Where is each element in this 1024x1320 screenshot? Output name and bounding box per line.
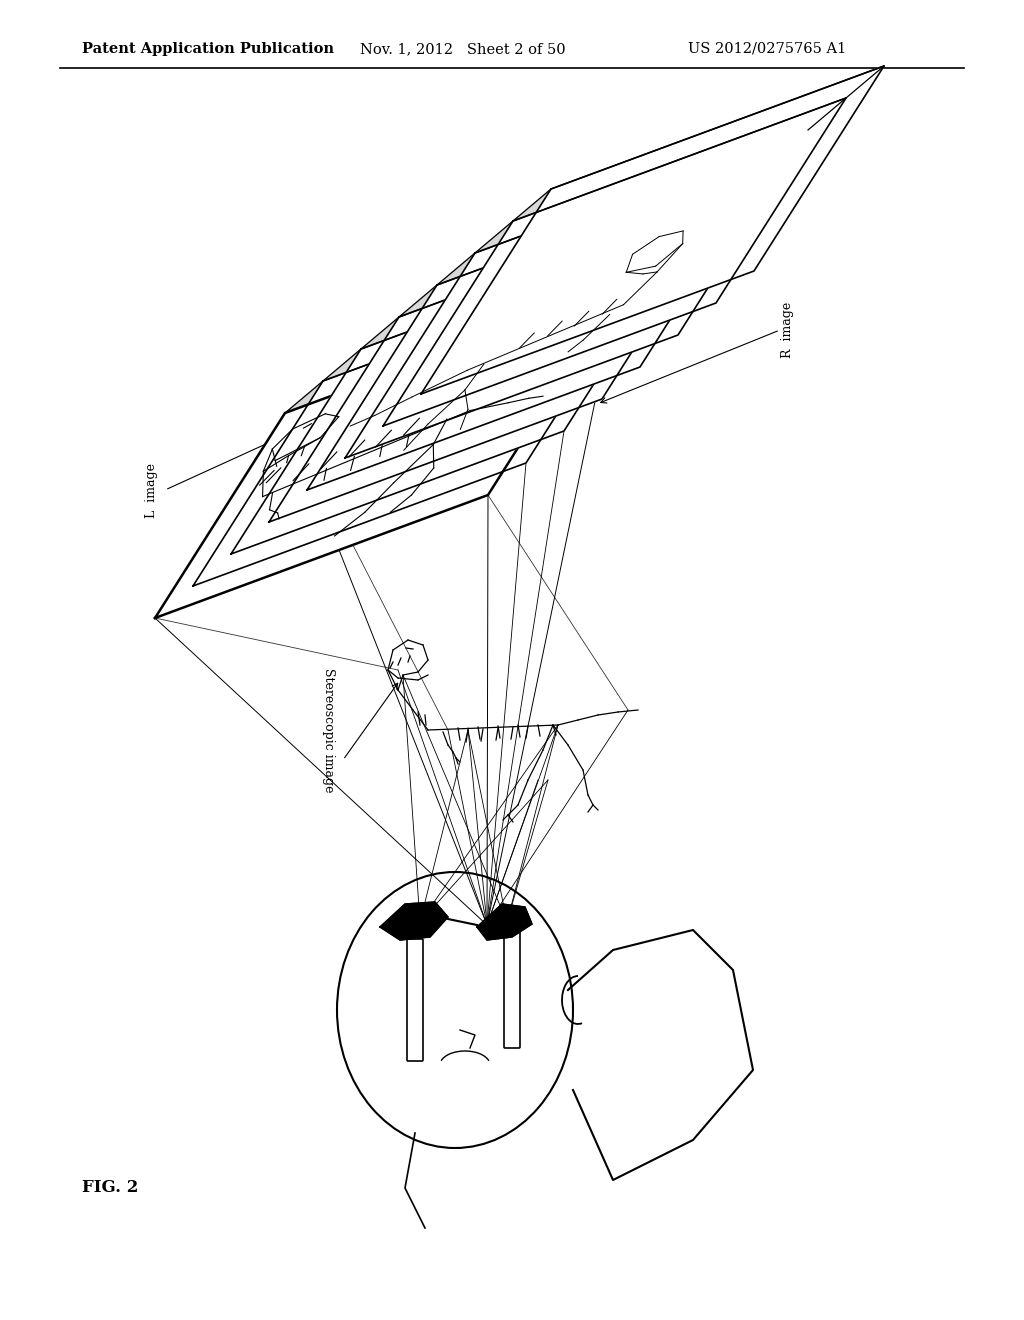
Text: L  image: L image <box>145 462 159 517</box>
Polygon shape <box>361 194 732 348</box>
Polygon shape <box>399 162 770 317</box>
Text: US 2012/0275765 A1: US 2012/0275765 A1 <box>688 42 846 55</box>
Polygon shape <box>231 226 694 554</box>
Text: Nov. 1, 2012   Sheet 2 of 50: Nov. 1, 2012 Sheet 2 of 50 <box>360 42 565 55</box>
Polygon shape <box>155 290 618 618</box>
Polygon shape <box>269 194 732 521</box>
Text: R  image: R image <box>781 302 795 358</box>
Polygon shape <box>380 902 449 940</box>
Polygon shape <box>323 226 694 381</box>
Polygon shape <box>421 66 884 393</box>
Text: Stereoscopic image: Stereoscopic image <box>322 668 335 792</box>
Polygon shape <box>513 66 884 220</box>
Text: Patent Application Publication: Patent Application Publication <box>82 42 334 55</box>
Polygon shape <box>285 257 656 413</box>
Polygon shape <box>477 904 532 940</box>
Text: FIG. 2: FIG. 2 <box>82 1179 138 1196</box>
Polygon shape <box>383 98 846 426</box>
Polygon shape <box>193 257 656 586</box>
Polygon shape <box>345 129 808 458</box>
Polygon shape <box>475 98 846 253</box>
Polygon shape <box>437 129 808 285</box>
Polygon shape <box>307 162 770 490</box>
